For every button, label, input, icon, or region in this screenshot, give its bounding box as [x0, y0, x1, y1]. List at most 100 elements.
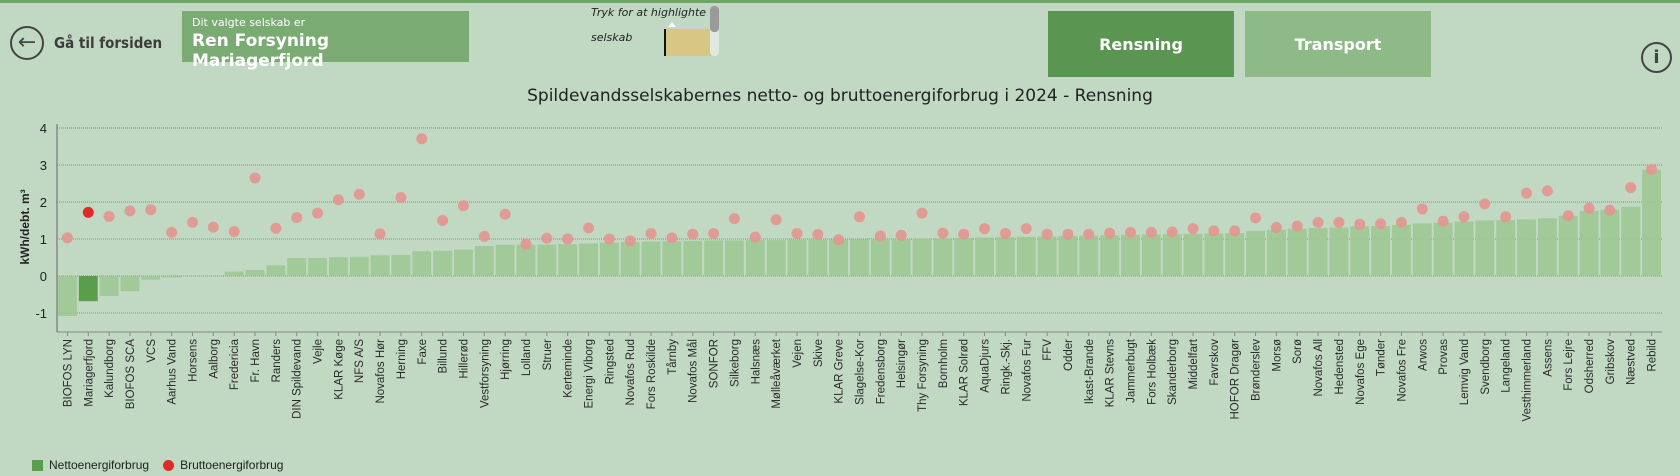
gross-point[interactable] [708, 227, 720, 239]
gross-point[interactable] [1479, 198, 1491, 210]
net-bar[interactable] [120, 276, 140, 292]
net-bar[interactable] [245, 270, 265, 276]
scrollbar[interactable] [710, 6, 719, 56]
gross-point[interactable] [645, 227, 657, 239]
net-bar[interactable] [808, 239, 828, 276]
gross-point[interactable] [1083, 228, 1095, 240]
net-bar[interactable] [1517, 219, 1536, 276]
gross-point[interactable] [166, 226, 178, 238]
gross-point[interactable] [1562, 210, 1574, 222]
gross-point[interactable] [687, 228, 699, 240]
net-bar[interactable] [328, 257, 348, 276]
net-bar[interactable] [912, 238, 932, 276]
net-bar[interactable] [141, 276, 161, 280]
gross-point[interactable] [958, 228, 970, 240]
gross-point[interactable] [353, 188, 365, 200]
net-bar[interactable] [1100, 235, 1120, 276]
net-bar[interactable] [933, 238, 953, 276]
gross-point[interactable] [541, 232, 553, 244]
gross-point[interactable] [1250, 212, 1262, 224]
net-bar[interactable] [599, 242, 619, 276]
gross-point[interactable] [228, 226, 240, 238]
gross-point[interactable] [312, 207, 324, 219]
net-bar[interactable] [1433, 222, 1453, 276]
gross-point[interactable] [791, 227, 803, 239]
gross-point[interactable] [374, 228, 386, 240]
net-bar[interactable] [1537, 218, 1557, 276]
net-bar[interactable] [1058, 236, 1078, 276]
gross-point[interactable] [937, 227, 949, 239]
gross-point[interactable] [666, 232, 678, 244]
tab-rensning[interactable]: Rensning [1048, 11, 1234, 77]
net-bar[interactable] [349, 256, 369, 276]
gross-point[interactable] [145, 204, 157, 216]
gross-point[interactable] [1646, 163, 1658, 175]
tab-transport[interactable]: Transport [1245, 11, 1431, 77]
gross-point[interactable] [1229, 225, 1241, 237]
net-bar[interactable] [1079, 235, 1099, 276]
net-bar[interactable] [1412, 223, 1432, 276]
net-bar[interactable] [412, 251, 432, 276]
gross-point[interactable] [979, 223, 991, 235]
net-bar[interactable] [766, 240, 786, 276]
gross-point[interactable] [895, 229, 907, 241]
gross-point[interactable] [1416, 203, 1428, 215]
net-bar[interactable] [641, 241, 661, 276]
gross-point[interactable] [728, 213, 740, 225]
gross-point[interactable] [1375, 218, 1387, 230]
gross-point[interactable] [749, 231, 761, 243]
gross-point[interactable] [478, 230, 490, 242]
gross-point[interactable] [103, 210, 115, 222]
gross-point[interactable] [1020, 223, 1032, 235]
gross-point[interactable] [854, 211, 865, 223]
net-bar[interactable] [1225, 233, 1245, 276]
net-bar[interactable] [1308, 227, 1328, 276]
net-bar[interactable] [704, 240, 724, 276]
net-bar[interactable] [1392, 224, 1411, 276]
net-bar[interactable] [1266, 229, 1286, 276]
net-bar[interactable] [975, 237, 994, 276]
gross-point[interactable] [1521, 187, 1533, 199]
net-bar[interactable] [1350, 226, 1370, 276]
gross-point[interactable] [207, 221, 219, 233]
net-bar[interactable] [370, 255, 390, 276]
net-bar[interactable] [1496, 220, 1516, 276]
gross-point[interactable] [395, 192, 407, 204]
net-bar[interactable] [203, 275, 223, 277]
net-bar[interactable] [829, 239, 849, 276]
net-bar[interactable] [891, 239, 911, 276]
net-bar[interactable] [725, 240, 744, 276]
gross-point[interactable] [520, 238, 532, 250]
gross-point[interactable] [603, 233, 615, 245]
net-bar[interactable] [1600, 209, 1620, 276]
net-bar[interactable] [1558, 215, 1578, 276]
gross-point[interactable] [332, 194, 344, 206]
gross-point[interactable] [1145, 226, 1157, 238]
gross-point[interactable] [916, 207, 928, 219]
gross-point[interactable] [1333, 216, 1345, 228]
gross-point[interactable] [1187, 223, 1199, 235]
gross-point[interactable] [1541, 185, 1553, 197]
net-bar[interactable] [495, 244, 515, 276]
net-bar[interactable] [995, 237, 1015, 276]
net-bar[interactable] [1121, 234, 1140, 276]
gross-point[interactable] [562, 233, 574, 245]
net-bar[interactable] [308, 257, 327, 276]
net-bar[interactable] [99, 276, 119, 296]
highlight-toggle[interactable] [664, 29, 714, 56]
gross-point[interactable] [1395, 216, 1407, 228]
gross-point[interactable] [249, 172, 261, 184]
net-bar[interactable] [224, 271, 244, 276]
net-bar[interactable] [1162, 234, 1182, 276]
net-bar[interactable] [1141, 234, 1161, 276]
gross-point[interactable] [1583, 202, 1595, 214]
net-bar[interactable] [1329, 227, 1349, 276]
net-bar[interactable] [266, 265, 286, 276]
net-bar[interactable] [78, 276, 98, 302]
gross-point[interactable] [270, 222, 282, 234]
gross-point[interactable] [186, 216, 198, 228]
gross-point[interactable] [1354, 218, 1366, 230]
net-bar[interactable] [1371, 226, 1391, 276]
net-bar[interactable] [58, 276, 77, 316]
gross-point[interactable] [416, 133, 428, 145]
